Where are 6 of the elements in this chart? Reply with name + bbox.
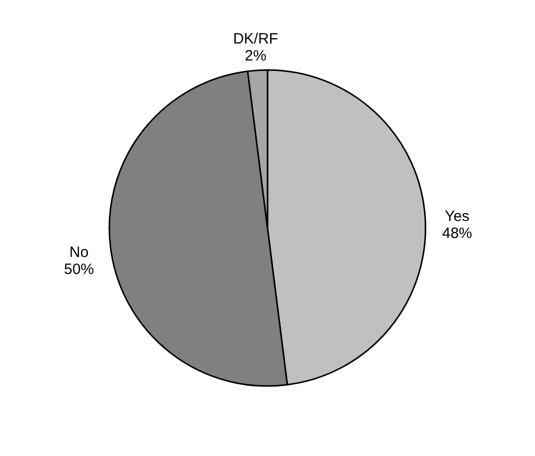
slice-label: DK/RF xyxy=(233,30,278,48)
slice-label: No xyxy=(69,244,89,261)
data-label: 50% xyxy=(64,260,94,278)
data-label: 2% xyxy=(244,47,266,64)
data-label: 48% xyxy=(442,225,472,242)
slice-label: Yes xyxy=(444,208,470,226)
